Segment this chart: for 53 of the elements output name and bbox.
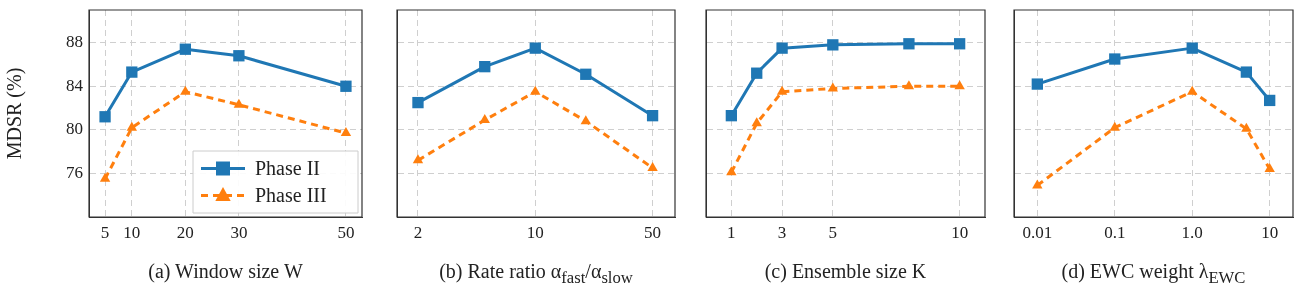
y-tick-label: 84 [66, 75, 84, 95]
x-tick-label: 0.1 [1104, 222, 1126, 242]
point [412, 96, 424, 109]
point [126, 121, 138, 131]
x-tick-label: 20 [176, 222, 194, 242]
y-tick-label: 80 [66, 119, 83, 139]
x-axis-title: (c) Ensemble size K [763, 260, 928, 283]
point [529, 42, 541, 54]
x-tick-label: 1 [727, 222, 736, 242]
x-tick-label: 50 [337, 222, 355, 242]
point [180, 85, 191, 95]
point [179, 43, 192, 55]
point [751, 67, 763, 79]
point [340, 127, 352, 137]
point [776, 42, 788, 54]
x-tick-label: 1.0 [1181, 222, 1203, 242]
point [827, 39, 839, 51]
point [412, 154, 424, 164]
point [340, 80, 352, 92]
y-tick-label: 76 [66, 162, 83, 182]
y-axis-title: MDSR (%) [3, 67, 27, 160]
x-tick-label: 2 [413, 222, 423, 242]
x-tick-label: 3 [777, 222, 787, 242]
x-tick-label: 5 [100, 222, 110, 242]
x-axis-title: (d) EWC weight λ$_{EWC}$ [1060, 260, 1247, 288]
point [903, 80, 915, 90]
x-tick-label: 5 [828, 222, 838, 242]
point [233, 50, 245, 62]
point [99, 172, 111, 182]
point [954, 80, 965, 90]
point [725, 110, 738, 122]
point [953, 38, 966, 50]
x-tick-label: 0.01 [1022, 222, 1053, 242]
point [233, 98, 245, 108]
point [647, 161, 658, 171]
point [646, 110, 659, 122]
point [530, 85, 541, 95]
x-tick-label: 30 [230, 222, 248, 242]
x-axis-title: (a) Window size W [147, 260, 304, 283]
point [751, 117, 762, 127]
x-tick-label: 10 [1261, 222, 1279, 242]
point [126, 66, 138, 78]
point [776, 85, 788, 95]
y-tick-label: 88 [66, 32, 83, 52]
x-tick-label: 10 [951, 222, 969, 242]
x-tick-label: 10 [526, 222, 544, 242]
legend-label: Phase II [255, 156, 320, 179]
legend-label: Phase III [255, 183, 327, 206]
x-tick-label: 50 [644, 222, 662, 242]
x-tick-label: 10 [123, 222, 141, 242]
x-axis-title: (b) Rate ratio α$_{fast}$/α$_{slow}$ [438, 260, 634, 288]
point [99, 111, 111, 123]
point [903, 38, 915, 50]
